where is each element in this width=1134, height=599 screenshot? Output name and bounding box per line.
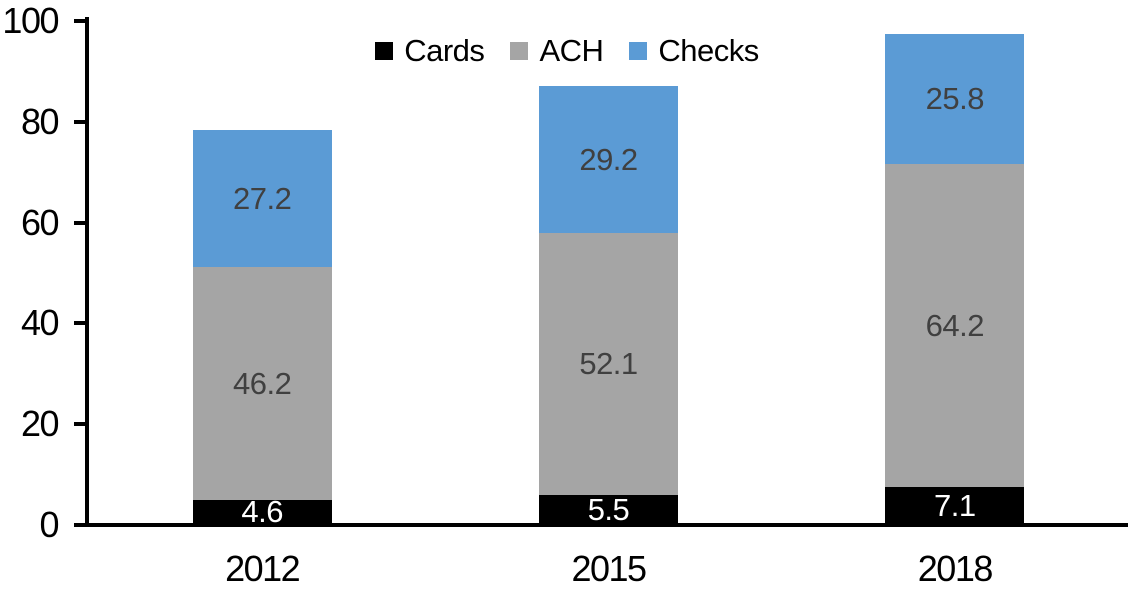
legend-item-checks: Checks	[629, 33, 759, 69]
bar-segment-ach-2015: 52.1	[539, 232, 678, 496]
bar-segment-checks-2012: 27.2	[192, 129, 332, 267]
legend-swatch-icon	[375, 42, 394, 60]
data-label: 4.6	[241, 493, 283, 529]
y-tick-label: 40	[20, 302, 60, 344]
legend-item-cards: Cards	[375, 33, 485, 69]
data-label: 25.8	[925, 81, 985, 117]
data-label: 29.2	[579, 141, 638, 177]
bar-segment-cards-2018: 7.1	[885, 487, 1025, 523]
x-category-label: 2018	[917, 548, 994, 589]
data-label: 7.1	[934, 487, 976, 523]
bar-segment-cards-2015: 5.5	[539, 491, 678, 527]
y-tick-mark	[74, 220, 85, 225]
y-tick-mark	[74, 422, 85, 427]
data-label: 27.2	[232, 180, 292, 216]
bar-segment-ach-2018: 64.2	[885, 163, 1025, 488]
legend-swatch-icon	[510, 42, 529, 60]
legend-swatch-icon	[629, 42, 648, 60]
y-tick-label: 80	[20, 100, 60, 142]
y-tick-label: 100	[2, 0, 59, 41]
y-tick-mark	[74, 523, 85, 527]
y-tick-label: 20	[20, 403, 60, 445]
bar-segment-checks-2018: 25.8	[885, 33, 1025, 164]
y-tick-label: 60	[20, 201, 60, 243]
y-axis-line	[85, 17, 89, 527]
y-tick-mark	[74, 19, 85, 23]
data-label: 46.2	[232, 365, 292, 401]
data-label: 52.1	[579, 346, 638, 382]
y-tick-mark	[74, 119, 85, 124]
legend-label: Cards	[404, 33, 485, 68]
y-tick-label: 0	[39, 504, 59, 545]
legend-label: Checks	[658, 33, 759, 68]
x-category-label: 2012	[225, 548, 301, 589]
bar-segment-checks-2015: 29.2	[539, 85, 678, 233]
legend-label: ACH	[539, 33, 604, 68]
data-label: 5.5	[587, 491, 630, 527]
legend-item-ach: ACH	[510, 33, 604, 69]
chart-legend: Cards ACH Checks	[0, 33, 1134, 69]
data-label: 64.2	[925, 307, 985, 343]
x-category-label: 2015	[571, 548, 647, 589]
bar-segment-ach-2012: 46.2	[192, 266, 332, 500]
y-tick-mark	[74, 321, 85, 326]
x-axis-line	[85, 523, 1128, 527]
bar-segment-cards-2012: 4.6	[192, 496, 332, 527]
